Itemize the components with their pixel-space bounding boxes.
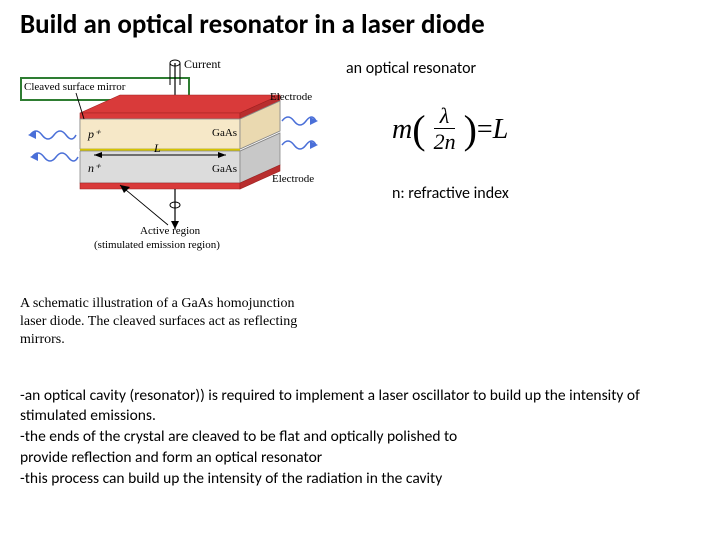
label-l: L <box>154 141 161 156</box>
eq-fraction: λ 2n <box>428 104 462 156</box>
page-title: Build an optical resonator in a laser di… <box>20 8 700 41</box>
eq-numerator: λ <box>434 104 456 129</box>
label-p-plus: p⁺ <box>88 127 100 142</box>
resonator-equation: m ( λ 2n ) = L <box>392 104 700 156</box>
label-electrode-top: Electrode <box>270 91 312 103</box>
label-current: Current <box>184 57 221 72</box>
right-column: an optical resonator m ( λ 2n ) = L n: r… <box>346 57 700 203</box>
eq-m: m <box>392 114 412 146</box>
eq-equals: = <box>477 114 493 146</box>
subtitle: an optical resonator <box>346 59 700 78</box>
eq-lparen: ( <box>412 110 425 150</box>
label-active: Active region <box>140 225 200 237</box>
eq-rparen: ) <box>464 110 477 150</box>
figure-caption: A schematic illustration of a GaAs homoj… <box>20 295 320 350</box>
refractive-note: n: refractive index <box>392 184 700 203</box>
left-column: Current Cleaved surface mirror Electrode… <box>20 57 330 350</box>
label-stimulated: (stimulated emission region) <box>94 239 220 251</box>
laser-diode-diagram: Current Cleaved surface mirror Electrode… <box>20 57 320 287</box>
label-n-plus: n⁺ <box>88 161 100 176</box>
label-gaas-bottom: GaAs <box>212 163 237 175</box>
label-cleaved: Cleaved surface mirror <box>24 81 125 93</box>
eq-rhs: L <box>493 114 509 146</box>
label-gaas-top: GaAs <box>212 127 237 139</box>
body-text: -an optical cavity (resonator)) is requi… <box>20 386 700 491</box>
label-electrode-bottom: Electrode <box>272 173 314 185</box>
eq-denominator: 2n <box>428 129 462 155</box>
content-row: Current Cleaved surface mirror Electrode… <box>20 57 700 350</box>
